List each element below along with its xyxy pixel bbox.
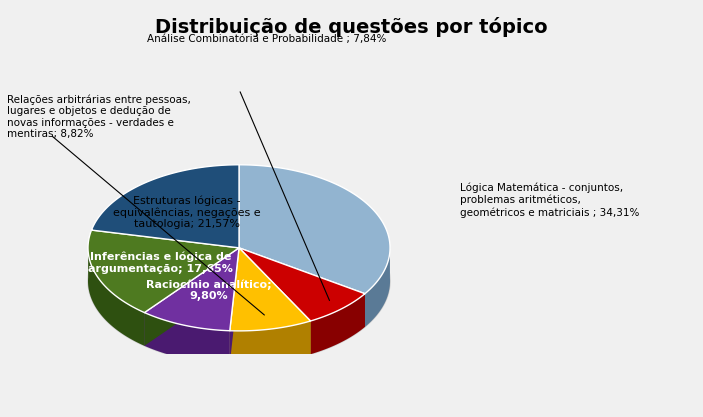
Polygon shape <box>88 198 390 364</box>
Polygon shape <box>88 230 239 313</box>
Polygon shape <box>91 165 239 248</box>
Polygon shape <box>144 248 239 331</box>
Text: Estruturas lógicas -
equivalências, negações e
tautologia; 21,57%: Estruturas lógicas - equivalências, nega… <box>113 195 261 229</box>
Text: Lógica Matemática - conjuntos,
problemas aritméticos,
geométricos e matriciais ;: Lógica Matemática - conjuntos, problemas… <box>460 183 640 218</box>
Text: Distribuição de questões por tópico: Distribuição de questões por tópico <box>155 17 548 37</box>
Polygon shape <box>365 245 390 327</box>
Text: Relações arbitrárias entre pessoas,
lugares e objetos e dedução de
novas informa: Relações arbitrárias entre pessoas, luga… <box>7 94 191 139</box>
Polygon shape <box>230 248 239 364</box>
Polygon shape <box>230 248 239 364</box>
Polygon shape <box>239 248 365 327</box>
Polygon shape <box>239 248 365 321</box>
Polygon shape <box>144 248 239 346</box>
Polygon shape <box>144 313 230 364</box>
Polygon shape <box>88 244 144 346</box>
Text: Raciocínio analítico;
9,80%: Raciocínio analítico; 9,80% <box>146 279 272 301</box>
Polygon shape <box>311 294 365 354</box>
Polygon shape <box>239 248 311 354</box>
Text: Inferências e lógica de
argumentação; 17,65%: Inferências e lógica de argumentação; 17… <box>89 252 233 274</box>
Text: Análise Combinatória e Probabilidade ; 7,84%: Análise Combinatória e Probabilidade ; 7… <box>148 34 387 44</box>
Polygon shape <box>144 248 239 346</box>
Polygon shape <box>230 321 311 364</box>
Polygon shape <box>239 165 390 294</box>
Polygon shape <box>230 248 311 331</box>
Polygon shape <box>239 248 311 354</box>
Polygon shape <box>239 248 365 327</box>
